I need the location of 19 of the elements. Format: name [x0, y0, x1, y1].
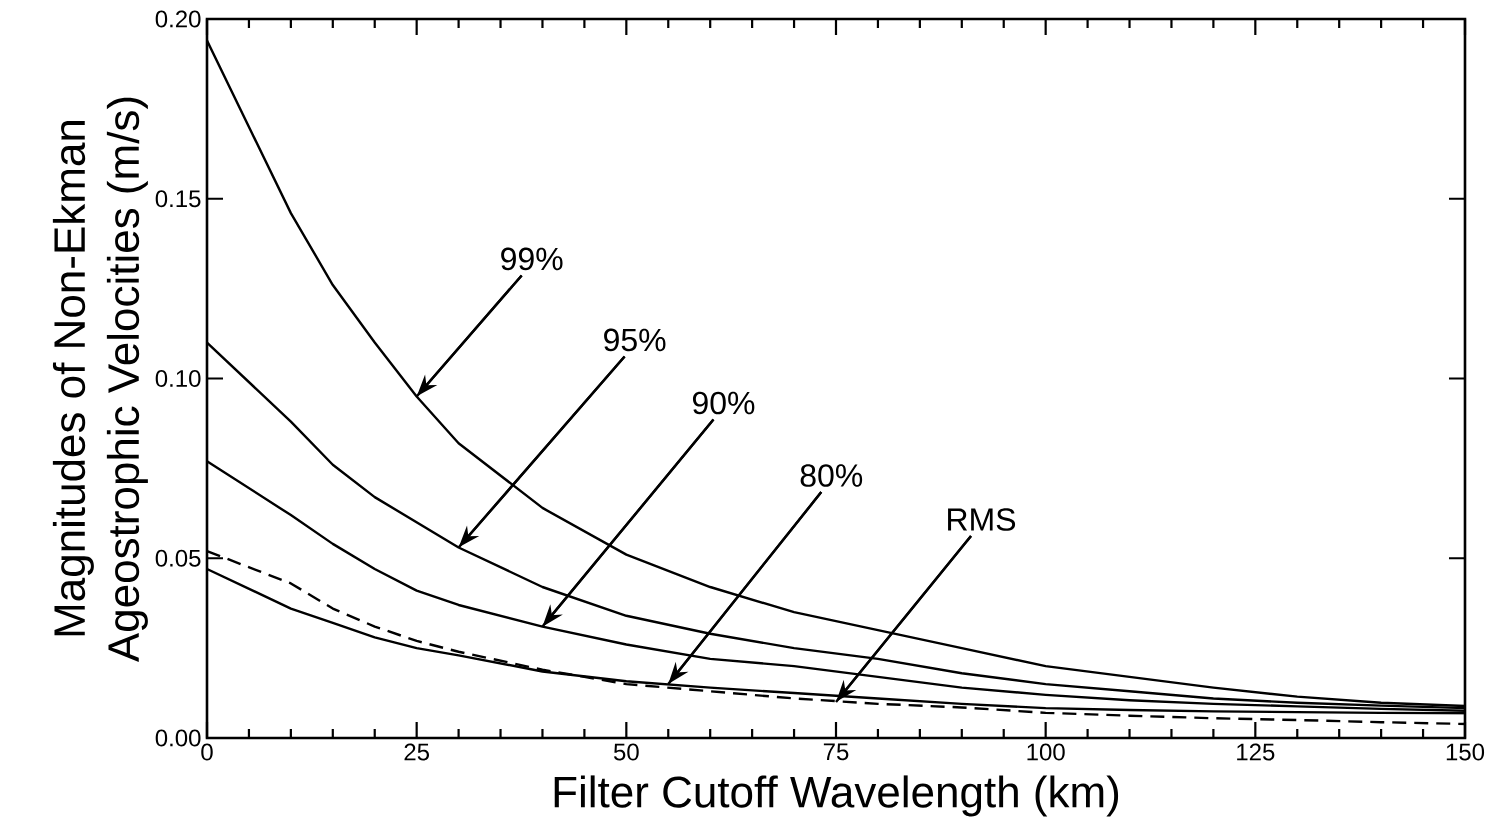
annotation: 99% — [501, 247, 563, 271]
y-tick-label: 0.00 — [155, 729, 201, 747]
annotation: 95% — [604, 328, 666, 352]
y-axis-title: Magnitudes of Non-Ekman Ageostrophic Velocities (m/s) — [52, 97, 148, 663]
x-tick-label: 0 — [201, 743, 213, 761]
y-tick-label: 0.05 — [155, 549, 201, 567]
x-axis-title: Filter Cutoff Wavelength (km) — [554, 775, 1119, 817]
annotation: RMS — [948, 508, 1016, 531]
x-tick-label: 150 — [1446, 743, 1485, 761]
x-tick-label: 100 — [1027, 743, 1065, 761]
annotation: 90% — [692, 391, 755, 415]
x-tick-label: 50 — [613, 743, 639, 761]
y-tick-label: 0.10 — [155, 370, 201, 387]
y-tick-label: 0.15 — [155, 190, 201, 208]
x-tick-label: 75 — [823, 743, 849, 761]
x-tick-label: 125 — [1237, 743, 1275, 761]
y-tick-label: 0.20 — [155, 10, 201, 28]
annotation: 80% — [800, 464, 863, 487]
x-tick-label: 25 — [404, 743, 430, 761]
